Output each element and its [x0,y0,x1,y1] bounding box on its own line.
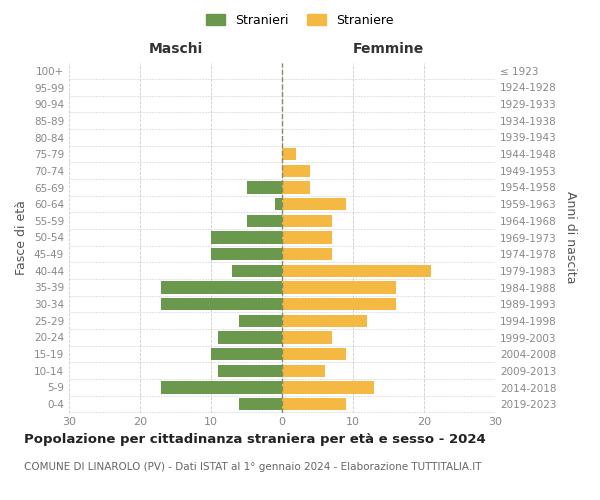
Bar [239,398,282,410]
Bar [161,281,282,293]
Bar [282,148,296,160]
Bar [239,314,282,327]
Bar [211,231,282,244]
Bar [282,348,346,360]
Bar [161,298,282,310]
Bar [275,198,282,210]
Bar [282,314,367,327]
Bar [282,248,332,260]
Y-axis label: Fasce di età: Fasce di età [16,200,28,275]
Bar [282,381,374,394]
Bar [211,248,282,260]
Text: COMUNE DI LINAROLO (PV) - Dati ISTAT al 1° gennaio 2024 - Elaborazione TUTTITALI: COMUNE DI LINAROLO (PV) - Dati ISTAT al … [24,462,482,472]
Bar [211,348,282,360]
Bar [232,264,282,277]
Text: Femmine: Femmine [353,42,424,56]
Y-axis label: Anni di nascita: Anni di nascita [563,191,577,284]
Bar [282,181,310,194]
Bar [247,181,282,194]
Bar [282,364,325,377]
Text: Popolazione per cittadinanza straniera per età e sesso - 2024: Popolazione per cittadinanza straniera p… [24,432,486,446]
Bar [282,231,332,244]
Bar [247,214,282,227]
Legend: Stranieri, Straniere: Stranieri, Straniere [202,8,398,32]
Bar [282,164,310,177]
Bar [282,331,332,344]
Bar [282,398,346,410]
Bar [161,381,282,394]
Bar [282,198,346,210]
Bar [282,264,431,277]
Bar [282,214,332,227]
Bar [282,298,395,310]
Bar [218,331,282,344]
Text: Maschi: Maschi [148,42,203,56]
Bar [282,281,395,293]
Bar [218,364,282,377]
